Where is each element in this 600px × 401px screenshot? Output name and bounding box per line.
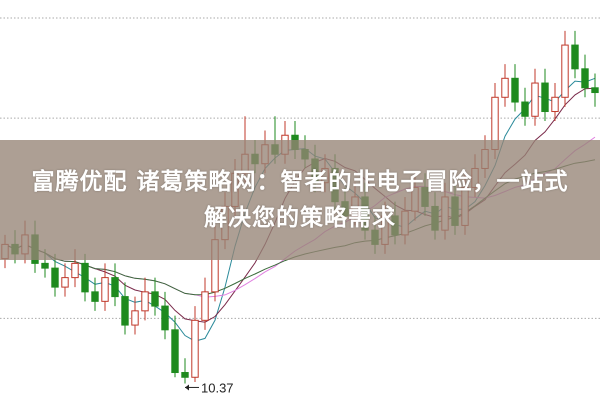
candle-down bbox=[541, 82, 549, 113]
candle-down bbox=[81, 262, 89, 293]
candle-down bbox=[121, 296, 129, 326]
candle-down bbox=[41, 262, 49, 269]
candle-up bbox=[131, 310, 139, 326]
candle-down bbox=[51, 267, 59, 288]
candle-up bbox=[551, 96, 559, 113]
candle-up bbox=[501, 77, 509, 98]
candle-up bbox=[141, 291, 149, 312]
candle-up bbox=[101, 277, 109, 302]
title-banner: 富腾优配 诸葛策略网：智者的非电子冒险，一站式解决您的策略需求 bbox=[0, 140, 600, 260]
candle-down bbox=[571, 44, 579, 70]
candle-up bbox=[531, 82, 539, 117]
candle-down bbox=[171, 329, 179, 374]
candle-down bbox=[591, 87, 599, 94]
candle-down bbox=[91, 291, 99, 302]
candle-down bbox=[581, 68, 589, 89]
candle-down bbox=[521, 101, 529, 117]
candle-up bbox=[561, 44, 569, 98]
low-price-label: 10.37 bbox=[201, 380, 234, 395]
candle-down bbox=[511, 77, 519, 103]
candle-down bbox=[181, 372, 189, 378]
candle-up bbox=[71, 262, 79, 279]
candle-down bbox=[111, 277, 119, 298]
article-title: 富腾优配 诸葛策略网：智者的非电子冒险，一站式解决您的策略需求 bbox=[31, 169, 569, 231]
candle-up bbox=[201, 291, 209, 321]
candle-down bbox=[161, 305, 169, 331]
low-arrow-head bbox=[185, 384, 189, 391]
candle-up bbox=[191, 319, 199, 378]
candle-down bbox=[151, 291, 159, 307]
candle-up bbox=[61, 277, 69, 288]
